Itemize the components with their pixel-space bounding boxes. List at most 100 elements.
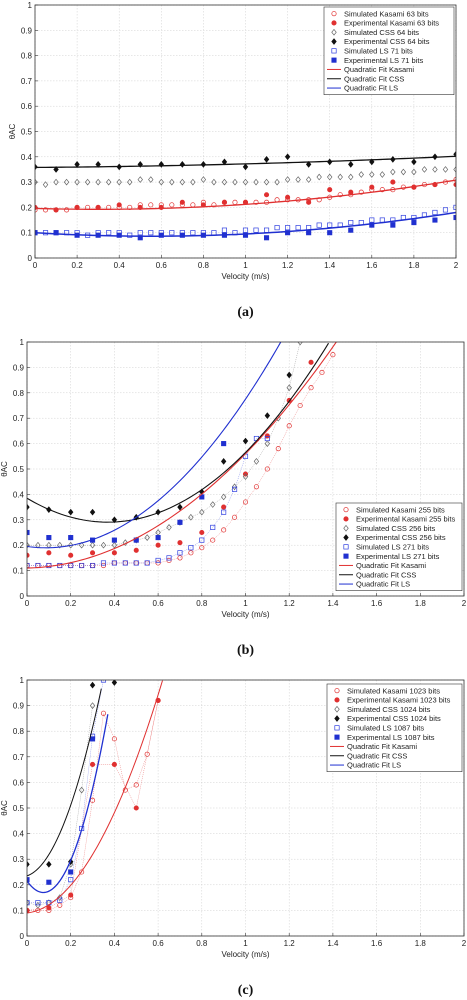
data-point	[390, 168, 396, 176]
legend-entry: Quadratic Fit CSS	[344, 74, 404, 83]
legend-marker	[334, 697, 340, 703]
data-point	[177, 519, 183, 525]
data-point	[111, 560, 117, 566]
data-point	[253, 199, 259, 205]
data-point	[155, 542, 161, 548]
data-point	[68, 541, 74, 549]
data-point	[295, 176, 301, 183]
data-point	[275, 446, 281, 452]
data-point	[264, 435, 270, 442]
plot-series	[35, 150, 456, 241]
legend-entry: Experimental Kasami 63 bits	[344, 19, 439, 28]
data-point	[369, 222, 375, 228]
data-point	[122, 560, 128, 566]
data-point	[348, 189, 354, 195]
y-tick-label: 0	[20, 932, 25, 941]
data-point	[89, 562, 96, 569]
legend-entry: Simulated Kasami 255 bits	[356, 505, 445, 514]
series-3	[27, 702, 96, 909]
legend-entry: Simulated LS 1087 bits	[347, 723, 424, 732]
data-point	[421, 166, 428, 173]
data-point	[84, 178, 91, 186]
data-point	[155, 557, 161, 563]
data-point	[106, 230, 112, 236]
data-point	[390, 222, 396, 228]
y-tick-label: 0.9	[13, 363, 25, 372]
y-tick-label: 0.5	[13, 804, 25, 813]
data-point	[155, 535, 161, 541]
legend-marker	[343, 516, 349, 522]
data-point	[166, 524, 172, 531]
series-9	[27, 342, 282, 549]
data-point	[263, 178, 270, 186]
x-tick-label: 0.4	[109, 939, 121, 948]
data-point	[210, 524, 216, 530]
y-tick-label: 0.3	[13, 516, 25, 525]
data-point	[221, 227, 228, 233]
data-point	[27, 877, 30, 883]
data-point	[144, 560, 150, 566]
legend-entry: Simulated Kasami 63 bits	[344, 9, 429, 18]
data-point	[166, 555, 172, 561]
x-axis-label: Velocity (m/s)	[221, 272, 269, 281]
legend-entry: Quadratic Fit CSS	[347, 751, 407, 760]
data-point	[400, 168, 407, 176]
fit-line	[35, 155, 456, 169]
fit-line	[27, 342, 282, 549]
data-point	[308, 385, 314, 391]
chart-3: 0 0.2 0.4 0.6 0.8 1 1.2 1.4 1.6 1.8 2 0 0.1 0.2 0.3 0.4…	[0, 676, 467, 998]
data-point	[68, 562, 74, 569]
legend-marker	[331, 28, 337, 36]
data-point	[232, 178, 238, 186]
data-point	[242, 163, 249, 171]
y-axis-label: θAC	[0, 800, 9, 816]
legend-marker	[334, 715, 340, 722]
data-point	[221, 441, 227, 447]
y-tick-label: 0.3	[13, 855, 25, 864]
x-tick-label: 0.8	[196, 599, 208, 608]
series-8	[27, 342, 329, 523]
data-point	[264, 466, 270, 472]
legend-entry: Quadratic Fit Kasami	[356, 561, 426, 570]
data-point	[390, 217, 396, 223]
legend-entry: Quadratic Fit LS	[347, 761, 401, 770]
data-point	[27, 552, 30, 558]
legend-marker	[334, 725, 340, 731]
data-point	[369, 158, 375, 166]
data-point	[411, 220, 417, 226]
data-point	[111, 736, 117, 742]
legend-entry: Experimental LS 1087 bits	[347, 733, 435, 742]
series-6	[27, 736, 96, 885]
data-point	[46, 562, 52, 569]
y-tick-label: 0.5	[21, 128, 33, 137]
data-point	[95, 178, 101, 186]
data-point	[63, 178, 70, 186]
data-point	[111, 761, 117, 768]
x-tick-label: 1.4	[324, 261, 336, 270]
data-point	[285, 194, 291, 200]
data-point	[358, 189, 364, 195]
series-7	[27, 342, 337, 569]
data-point	[297, 342, 303, 346]
y-tick-label: 0.1	[13, 567, 25, 576]
data-point	[253, 484, 259, 490]
y-axis-label: θAC	[8, 123, 17, 139]
legend-entry: Simulated Kasami 1023 bits	[347, 686, 440, 695]
data-point	[64, 207, 70, 213]
legend-marker	[334, 705, 340, 713]
data-point	[188, 513, 194, 521]
data-point	[369, 171, 375, 178]
data-point	[305, 176, 312, 183]
data-point	[316, 222, 322, 228]
x-tick-label: 0.6	[156, 261, 168, 270]
data-point	[210, 501, 216, 508]
legend-marker	[343, 553, 349, 559]
data-point	[89, 702, 96, 709]
data-point	[68, 869, 74, 875]
data-point	[442, 207, 449, 213]
data-point	[68, 892, 74, 898]
legend-entry: Quadratic Fit Kasami	[347, 742, 417, 751]
y-tick-label: 0.8	[13, 389, 25, 398]
